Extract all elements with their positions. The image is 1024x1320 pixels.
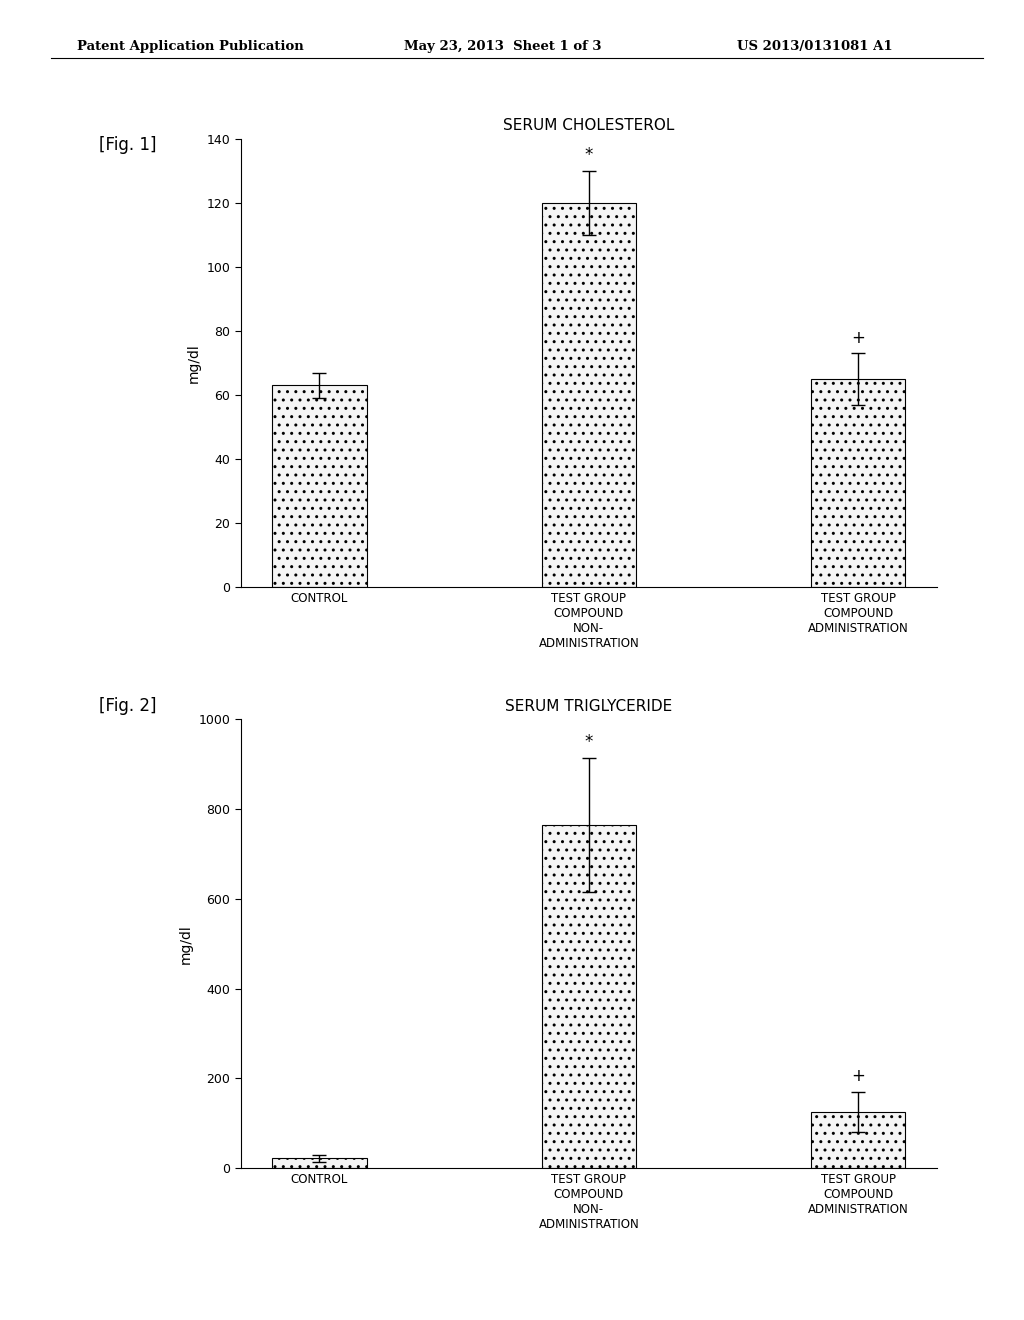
Title: SERUM TRIGLYCERIDE: SERUM TRIGLYCERIDE	[505, 700, 673, 714]
Bar	[542, 825, 636, 1168]
Text: +: +	[851, 1067, 865, 1085]
Text: *: *	[585, 733, 593, 751]
Bar	[811, 1111, 905, 1168]
Text: *: *	[585, 147, 593, 164]
Text: US 2013/0131081 A1: US 2013/0131081 A1	[737, 40, 893, 53]
Text: Patent Application Publication: Patent Application Publication	[77, 40, 303, 53]
Y-axis label: mg/dl: mg/dl	[179, 924, 193, 964]
Text: [Fig. 1]: [Fig. 1]	[99, 136, 157, 154]
Y-axis label: mg/dl: mg/dl	[186, 343, 201, 383]
Bar	[542, 203, 636, 587]
Bar	[272, 1159, 367, 1168]
Text: +: +	[851, 329, 865, 347]
Text: May 23, 2013  Sheet 1 of 3: May 23, 2013 Sheet 1 of 3	[404, 40, 602, 53]
Bar	[272, 385, 367, 587]
Bar	[811, 379, 905, 587]
Title: SERUM CHOLESTEROL: SERUM CHOLESTEROL	[503, 119, 675, 133]
Text: [Fig. 2]: [Fig. 2]	[99, 697, 157, 715]
